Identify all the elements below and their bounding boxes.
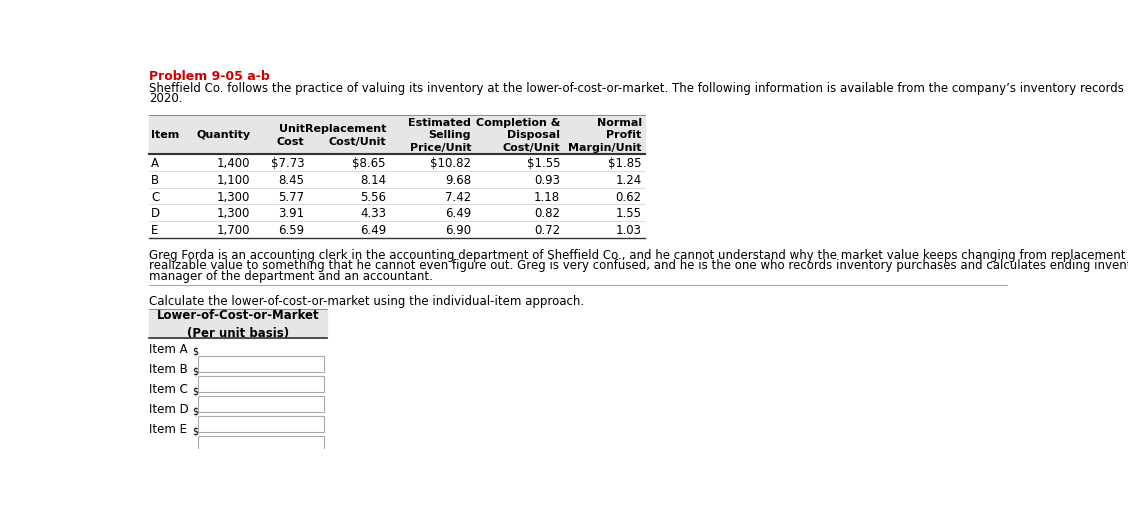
- Text: 0.93: 0.93: [535, 173, 561, 186]
- Text: 1.55: 1.55: [616, 207, 642, 220]
- Text: 0.72: 0.72: [535, 224, 561, 237]
- Text: $1.55: $1.55: [527, 157, 561, 169]
- Text: $10.82: $10.82: [430, 157, 472, 169]
- Bar: [149, 116, 645, 155]
- Text: Sheffield Co. follows the practice of valuing its inventory at the lower-of-cost: Sheffield Co. follows the practice of va…: [149, 81, 1128, 94]
- Text: Replacement
Cost/Unit: Replacement Cost/Unit: [305, 124, 386, 146]
- Text: Item A: Item A: [149, 342, 187, 355]
- Text: Lower-of-Cost-or-Market
(Per unit basis): Lower-of-Cost-or-Market (Per unit basis): [157, 309, 319, 340]
- Text: $: $: [192, 345, 199, 356]
- Text: $: $: [192, 425, 199, 435]
- Bar: [199, 396, 324, 412]
- Text: Item: Item: [151, 130, 179, 140]
- Text: $1.85: $1.85: [608, 157, 642, 169]
- Text: Item E: Item E: [149, 422, 187, 435]
- Text: 5.77: 5.77: [279, 190, 305, 203]
- Text: 6.49: 6.49: [444, 207, 472, 220]
- Text: 1,300: 1,300: [217, 207, 250, 220]
- Text: 0.82: 0.82: [535, 207, 561, 220]
- Text: Problem 9-05 a-b: Problem 9-05 a-b: [149, 70, 270, 83]
- Text: Completion &
Disposal
Cost/Unit: Completion & Disposal Cost/Unit: [476, 118, 561, 153]
- Text: 2020.: 2020.: [149, 92, 183, 105]
- Bar: [199, 436, 324, 452]
- Text: 7.42: 7.42: [444, 190, 472, 203]
- Text: 6.49: 6.49: [360, 224, 386, 237]
- Text: 1.24: 1.24: [616, 173, 642, 186]
- Text: realizable value to something that he cannot even figure out. Greg is very confu: realizable value to something that he ca…: [149, 259, 1128, 272]
- Text: 1.03: 1.03: [616, 224, 642, 237]
- Bar: [149, 310, 327, 339]
- Text: D: D: [151, 207, 160, 220]
- Text: 1,100: 1,100: [217, 173, 250, 186]
- Text: 1,400: 1,400: [217, 157, 250, 169]
- Text: 6.59: 6.59: [279, 224, 305, 237]
- Text: Quantity: Quantity: [196, 130, 250, 140]
- Text: $8.65: $8.65: [352, 157, 386, 169]
- Text: A: A: [151, 157, 159, 169]
- Text: 8.45: 8.45: [279, 173, 305, 186]
- Text: B: B: [151, 173, 159, 186]
- Text: Item B: Item B: [149, 362, 187, 375]
- Text: Item D: Item D: [149, 402, 188, 415]
- Bar: [199, 357, 324, 372]
- Text: Estimated
Selling
Price/Unit: Estimated Selling Price/Unit: [408, 118, 472, 153]
- Bar: [199, 417, 324, 432]
- Text: Normal
Profit
Margin/Unit: Normal Profit Margin/Unit: [569, 118, 642, 153]
- Text: E: E: [151, 224, 158, 237]
- Text: 1,300: 1,300: [217, 190, 250, 203]
- Text: 1.18: 1.18: [535, 190, 561, 203]
- Text: 3.91: 3.91: [279, 207, 305, 220]
- Text: Item C: Item C: [149, 382, 187, 395]
- Text: Unit
Cost: Unit Cost: [276, 124, 305, 146]
- Text: $7.73: $7.73: [271, 157, 305, 169]
- Text: 8.14: 8.14: [360, 173, 386, 186]
- Text: 0.62: 0.62: [616, 190, 642, 203]
- Text: $: $: [192, 406, 199, 415]
- Bar: [199, 376, 324, 392]
- Text: Calculate the lower-of-cost-or-market using the individual-item approach.: Calculate the lower-of-cost-or-market us…: [149, 294, 584, 307]
- Text: manager of the department and an accountant.: manager of the department and an account…: [149, 270, 433, 283]
- Text: 6.90: 6.90: [446, 224, 472, 237]
- Text: 4.33: 4.33: [360, 207, 386, 220]
- Text: C: C: [151, 190, 159, 203]
- Text: $: $: [192, 385, 199, 395]
- Text: Greg Forda is an accounting clerk in the accounting department of Sheffield Co.,: Greg Forda is an accounting clerk in the…: [149, 248, 1128, 261]
- Text: 1,700: 1,700: [217, 224, 250, 237]
- Text: $: $: [192, 365, 199, 375]
- Text: 9.68: 9.68: [446, 173, 472, 186]
- Text: 5.56: 5.56: [360, 190, 386, 203]
